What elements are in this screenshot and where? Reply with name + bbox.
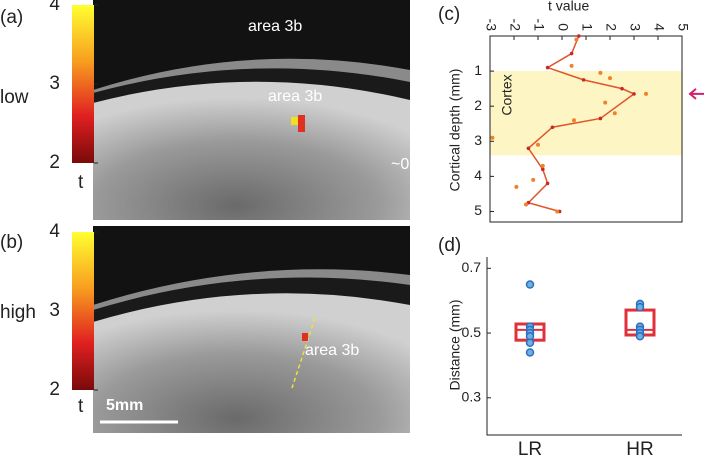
y-tick-label: 1 [474,62,482,78]
colorbar-tick-label: 4 [49,221,60,242]
line-vertex [620,86,624,91]
data-point [635,332,645,341]
panel-label: (d) [438,235,461,256]
x-axis-label: t value [548,0,589,14]
colorbar-tick-label: 3 [49,300,60,321]
x-tick-label: 0 [555,23,571,31]
data-point [555,209,560,214]
axes [486,257,682,436]
line-vertex [581,78,586,82]
profile-line [291,317,316,389]
y-tick-label: 3 [474,132,482,148]
line-vertex [577,34,581,38]
line-vertex [569,51,574,56]
line-vertex [598,116,603,121]
data-point [574,37,579,42]
line-vertex [545,181,550,186]
colorbar-tick-label: 4 [49,0,60,15]
activation [298,115,305,132]
row-label: low [0,87,29,108]
annotation: ~0 [391,156,409,173]
data-point [525,348,535,357]
colorbar-label: t [78,172,84,193]
line-vertex [545,65,550,70]
line-vertex [541,167,545,172]
data-point [644,91,648,96]
x-tick-label: -1 [531,19,547,32]
data-point [540,163,545,168]
y-tick-label: 2 [474,97,482,113]
data-point [612,111,617,116]
data-point [525,280,535,289]
colorbar-tick-label: 3 [49,73,60,94]
y-tick-label: 4 [474,167,482,183]
panel-label: (c) [438,4,460,25]
annotation: area 3b [305,342,359,359]
y-tick-label: 0.3 [462,388,482,404]
data-point [572,118,576,123]
x-tick-label: 4 [651,23,667,31]
data-point [598,70,603,75]
scale-bar-label: 5mm [106,397,143,414]
tissue [93,288,410,433]
line-vertex [632,92,636,96]
data-point [514,184,519,189]
x-tick-label: 3 [627,23,643,31]
data-point [490,135,495,140]
cortex-band [490,71,682,156]
x-tick-label: HR [626,439,653,458]
data-point [536,142,540,147]
annotation: Cortex [499,74,515,115]
panel-label: (a) [0,7,23,28]
x-tick-label: LR [518,439,542,458]
data-point [525,338,535,348]
data-point [531,177,536,182]
x-tick-label: 5 [675,23,691,31]
y-tick-label: 5 [474,202,482,218]
sulcus [93,68,410,103]
x-tick-label: 2 [603,23,619,31]
activation [291,117,298,125]
annotation: area 3b [248,18,302,35]
colorbar-tick-label: 2 [49,152,60,173]
activation [302,333,308,341]
y-axis-label: Distance (mm) [447,299,463,390]
arrow [688,88,704,100]
x-tick-label: 1 [579,23,595,31]
data-point [569,63,574,68]
y-tick-label: 0.5 [462,324,482,340]
line-vertex [550,125,555,130]
annotation: area 3b [268,88,322,105]
colorbar-tick-label: 2 [49,379,60,400]
y-tick-label: 0.7 [462,259,482,275]
row-label: high [0,302,36,323]
data-point [608,76,612,81]
colorbar [72,5,94,163]
y-axis-label: Cortical depth (mm) [447,69,463,192]
panel-label: (b) [0,232,23,253]
data-point [635,302,645,312]
sulcus [93,277,410,322]
tissue [93,76,410,220]
colorbar [72,232,94,390]
x-tick-label: -2 [507,19,523,32]
colorbar-label: t [78,396,84,417]
data-point [524,202,528,207]
x-tick-label: -3 [483,19,499,32]
data-point [603,100,608,105]
line-vertex [526,146,531,151]
